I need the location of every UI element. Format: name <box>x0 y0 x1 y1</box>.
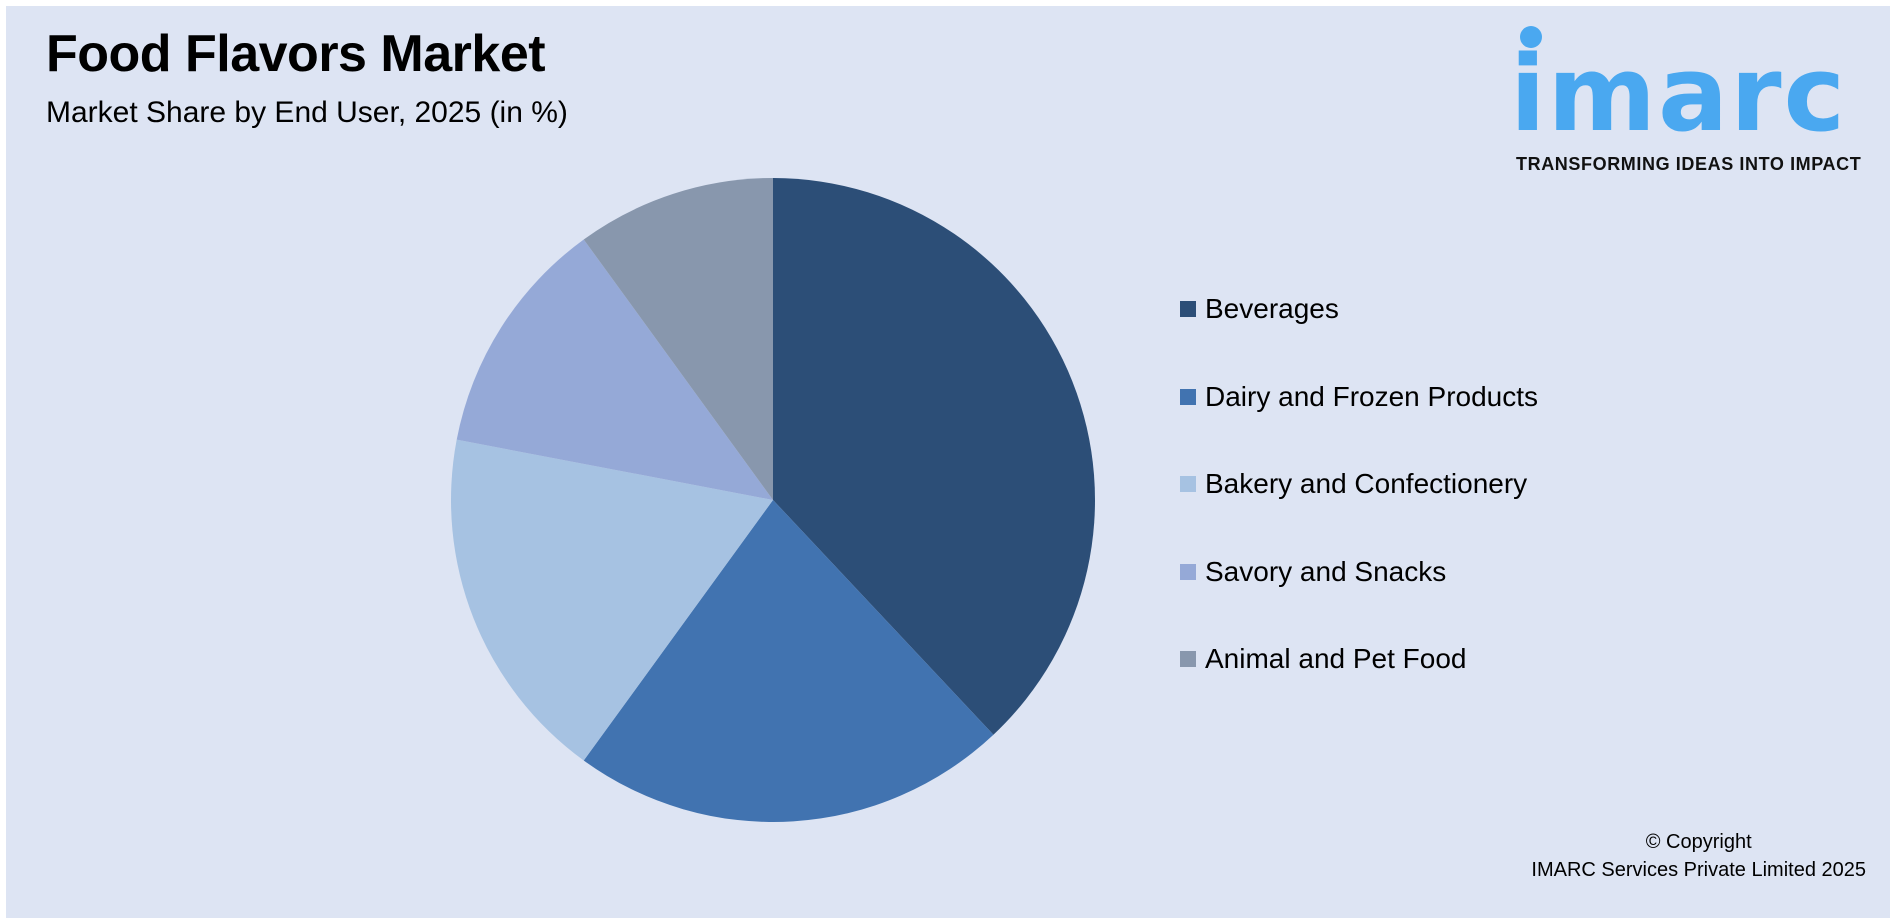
legend-label: Dairy and Frozen Products <box>1205 380 1539 412</box>
legend-swatch-icon <box>1180 476 1196 492</box>
pie-chart <box>451 178 1095 823</box>
legend-label: Beverages <box>1205 293 1339 324</box>
legend-swatch-icon <box>1180 301 1196 317</box>
imarc-logo: imarc TRANSFORMING IDEAS INTO IMPACT <box>1510 20 1880 180</box>
legend-item-animal-pet-food: Animal and Pet Food <box>1180 643 1538 674</box>
pie-slice-animal-and-pet-food <box>583 178 773 500</box>
legend-label: Savory and Snacks <box>1205 555 1447 587</box>
legend-swatch-icon <box>1180 651 1196 667</box>
legend-swatch-icon <box>1180 563 1196 580</box>
legend-item-dairy-frozen: Dairy and Frozen Products <box>1180 380 1539 412</box>
copyright-notice: © Copyright IMARC Services Private Limit… <box>1531 828 1866 884</box>
chart-subtitle: Market Share by End User, 2025 (in %) <box>46 96 568 129</box>
legend-swatch-icon <box>1180 388 1196 405</box>
legend-item-savory-snacks: Savory and Snacks <box>1180 555 1538 587</box>
logo-dot-icon <box>1520 26 1542 48</box>
pie-slice-bakery-and-confectionery <box>451 439 773 761</box>
logo-wordmark: imarc <box>1510 33 1848 155</box>
logo-tagline: TRANSFORMING IDEAS INTO IMPACT <box>1516 154 1862 174</box>
copyright-line-2: IMARC Services Private Limited 2025 <box>1531 859 1866 881</box>
legend-item-bakery-confectionery: Bakery and Confectionery <box>1180 468 1538 499</box>
legend-label: Animal and Pet Food <box>1205 643 1467 674</box>
copyright-line-1: © Copyright <box>1645 831 1752 853</box>
legend-item-beverages: Beverages <box>1180 293 1538 324</box>
chart-title: Food Flavors Market <box>46 25 546 83</box>
chart-legend: Beverages Dairy and Frozen Products Bake… <box>1180 293 1539 732</box>
pie-slice-beverages <box>773 178 1095 735</box>
pie-slice-dairy-and-frozen-products <box>583 500 994 823</box>
pie-slice-savory-and-snacks <box>456 239 773 500</box>
legend-label: Bakery and Confectionery <box>1205 468 1528 499</box>
